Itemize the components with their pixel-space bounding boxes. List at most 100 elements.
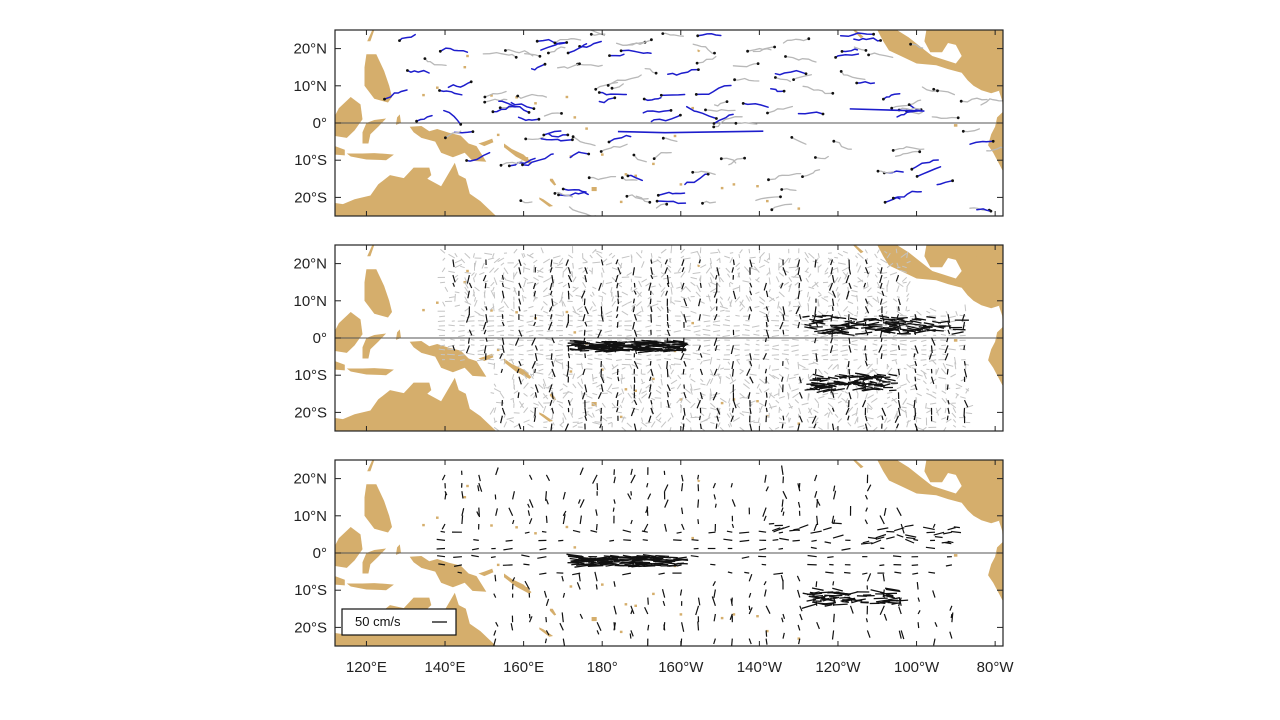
velocity-vector-black <box>567 282 571 289</box>
velocity-vector-gray <box>837 262 846 265</box>
drifter-end-point <box>706 172 710 176</box>
drifter-end-point <box>918 150 922 154</box>
drifter-track <box>554 38 582 44</box>
velocity-vector-black <box>821 314 832 317</box>
velocity-vector-black <box>635 562 647 565</box>
velocity-vector-gray <box>837 252 844 257</box>
velocity-vector-gray <box>660 272 665 275</box>
velocity-vector-black <box>650 314 652 323</box>
velocity-vector-gray <box>552 357 557 365</box>
velocity-vector-gray <box>555 354 563 357</box>
velocity-vector-black <box>921 327 936 333</box>
velocity-vector-gray <box>911 367 917 370</box>
drifter-track <box>608 134 632 143</box>
velocity-vector-black <box>913 330 927 334</box>
velocity-vector-black <box>549 267 553 273</box>
velocity-vector-gray <box>560 422 564 426</box>
velocity-vector-black <box>832 603 848 606</box>
drifter-track <box>517 116 540 122</box>
velocity-vector-black <box>822 597 832 602</box>
land-sulawesi <box>362 548 387 574</box>
velocity-vector-gray <box>864 310 868 315</box>
velocity-vector-black <box>765 605 771 614</box>
drifter-track <box>911 159 939 170</box>
velocity-vector-gray <box>929 307 937 312</box>
velocity-vector-gray <box>513 271 518 278</box>
velocity-vector-gray <box>568 334 573 336</box>
velocity-vector-gray <box>955 394 959 399</box>
velocity-vector-black <box>765 638 768 645</box>
velocity-vector-black <box>897 306 900 311</box>
velocity-vector-gray <box>719 301 724 307</box>
velocity-vector-gray <box>582 401 590 404</box>
velocity-vector-gray <box>601 280 605 288</box>
velocity-vector-gray <box>965 363 970 366</box>
velocity-vector-black <box>884 594 896 599</box>
velocity-vector-gray <box>451 330 455 332</box>
small-island <box>619 415 623 419</box>
velocity-vector-gray <box>755 291 760 295</box>
drifter-track <box>767 172 802 181</box>
velocity-vector-gray <box>533 276 539 281</box>
drifter-end-point <box>599 150 603 153</box>
velocity-vector-black <box>633 360 639 370</box>
velocity-vector-gray <box>893 412 898 419</box>
velocity-vector-black <box>501 321 505 327</box>
velocity-vector-black <box>811 594 824 598</box>
velocity-vector-black <box>665 290 668 296</box>
velocity-vector-gray <box>801 354 809 357</box>
velocity-vector-gray <box>952 407 957 414</box>
velocity-vector-gray <box>896 386 901 390</box>
velocity-vector-gray <box>719 277 724 283</box>
velocity-vector-gray <box>872 297 878 302</box>
velocity-vector-black <box>672 342 687 346</box>
velocity-vector-gray <box>854 384 859 389</box>
velocity-vector-gray <box>742 334 750 336</box>
velocity-vector-gray <box>891 397 898 404</box>
velocity-vector-gray <box>690 388 693 395</box>
velocity-vector-black <box>500 368 503 373</box>
drifter-track <box>877 170 895 174</box>
velocity-vector-gray <box>489 354 495 356</box>
velocity-vector-black <box>814 385 823 390</box>
velocity-vector-gray <box>881 344 888 346</box>
velocity-vector-gray <box>742 324 750 327</box>
velocity-vector-gray <box>941 397 947 404</box>
velocity-vector-black <box>864 267 869 275</box>
velocity-vector-gray <box>549 349 554 351</box>
velocity-vector-black <box>730 415 734 423</box>
velocity-vector-black <box>879 298 883 305</box>
velocity-vector-black <box>727 571 733 574</box>
velocity-vector-black <box>603 562 617 565</box>
velocity-vector-gray <box>741 411 750 414</box>
velocity-vector-gray <box>585 330 593 332</box>
land-sulawesi <box>362 118 387 144</box>
velocity-vector-gray <box>621 426 627 431</box>
velocity-vector-black <box>911 564 919 566</box>
velocity-vector-gray <box>556 400 564 404</box>
velocity-vector-gray <box>744 266 750 273</box>
velocity-vector-gray <box>547 383 554 389</box>
velocity-vector-gray <box>916 392 922 397</box>
velocity-vector-black <box>501 407 506 415</box>
velocity-vector-black <box>814 337 817 344</box>
velocity-vector-black <box>468 282 473 289</box>
velocity-vector-gray <box>828 397 836 400</box>
velocity-vector-gray <box>641 306 644 313</box>
velocity-vector-gray <box>673 357 681 361</box>
velocity-vector-gray <box>847 422 852 427</box>
velocity-vector-gray <box>645 421 652 424</box>
velocity-vector-gray <box>592 248 597 254</box>
velocity-vector-gray <box>464 291 468 296</box>
velocity-vector-black <box>485 314 488 323</box>
velocity-vector-black <box>947 329 951 335</box>
velocity-vector-gray <box>631 287 638 293</box>
velocity-vector-gray <box>634 276 642 278</box>
velocity-vector-gray <box>886 396 891 399</box>
velocity-vector-black <box>584 407 587 416</box>
small-island <box>573 546 577 549</box>
velocity-vector-gray <box>559 424 564 428</box>
velocity-vector-black <box>932 523 936 528</box>
velocity-vector-gray <box>832 354 839 356</box>
velocity-vector-black <box>882 322 893 325</box>
